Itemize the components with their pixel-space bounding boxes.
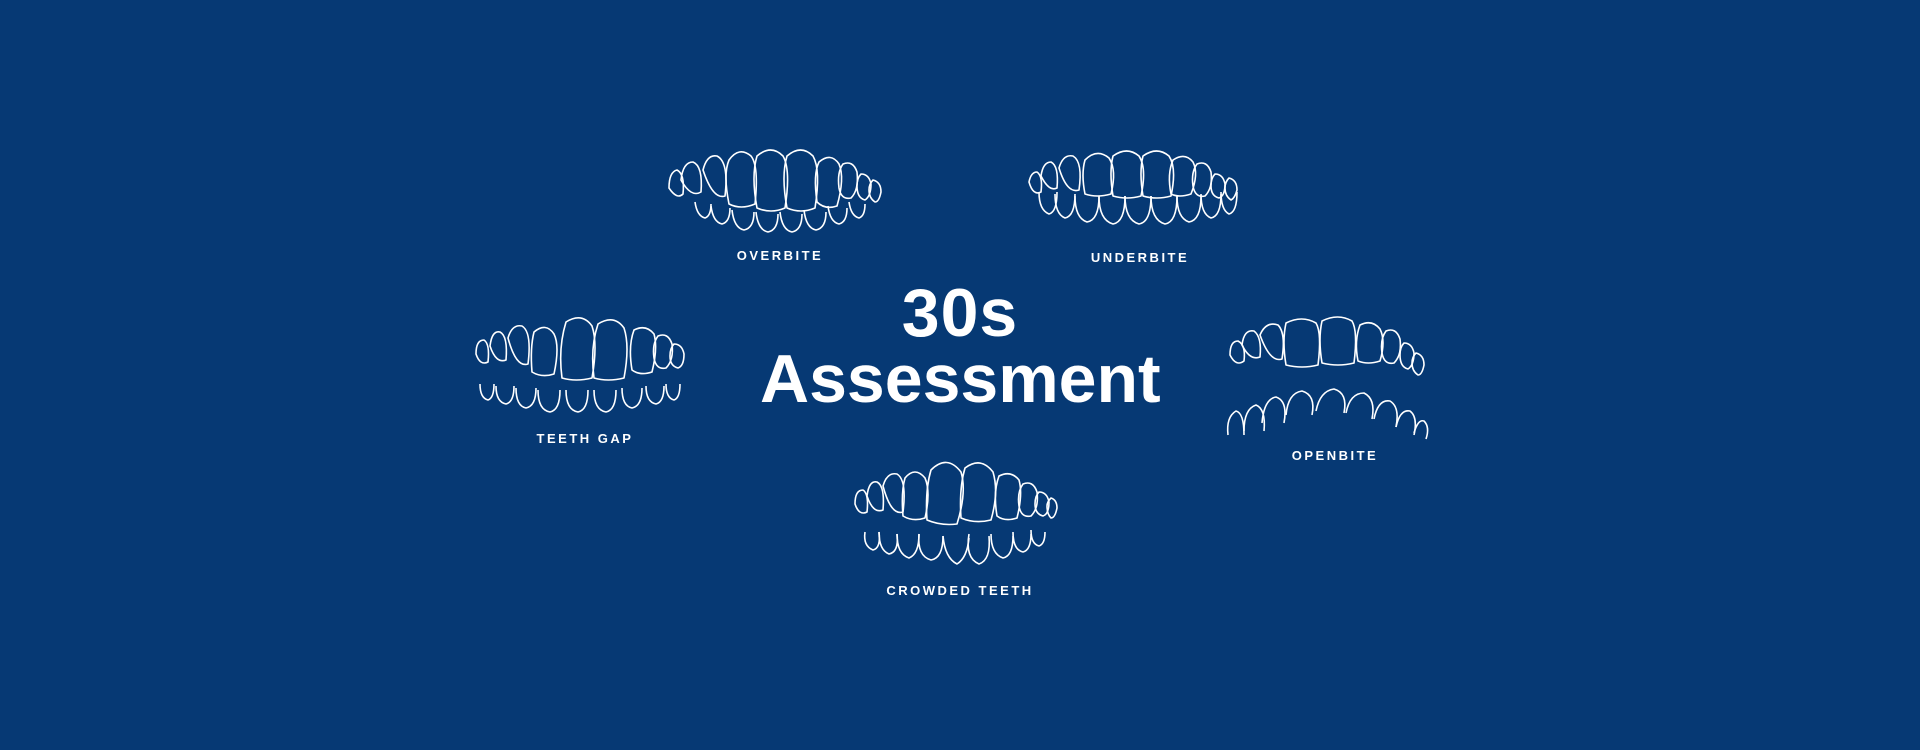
underbite-label: UNDERBITE (1090, 250, 1190, 265)
crowded-teeth-label: CROWDED TEETH (886, 583, 1034, 598)
teeth-gap-icon (475, 317, 685, 413)
teeth-gap-item: TEETH GAP (465, 317, 705, 446)
overbite-item: OVERBITE (660, 149, 900, 263)
crowded-teeth-item: CROWDED TEETH (840, 460, 1080, 598)
teeth-gap-label: TEETH GAP (536, 431, 634, 446)
openbite-item: OPENBITE (1215, 315, 1455, 463)
openbite-teeth-icon (1226, 316, 1429, 440)
overbite-teeth-icon (668, 149, 882, 233)
title-line-1: 30s (901, 275, 1019, 351)
openbite-label: OPENBITE (1291, 448, 1379, 463)
title-line-2: Assessment (760, 341, 1161, 417)
assessment-title: 30s Assessment (760, 275, 1161, 417)
underbite-item: UNDERBITE (1020, 150, 1260, 265)
underbite-teeth-icon (1028, 150, 1238, 225)
overbite-label: OVERBITE (736, 248, 824, 263)
crowded-teeth-icon (854, 461, 1058, 565)
